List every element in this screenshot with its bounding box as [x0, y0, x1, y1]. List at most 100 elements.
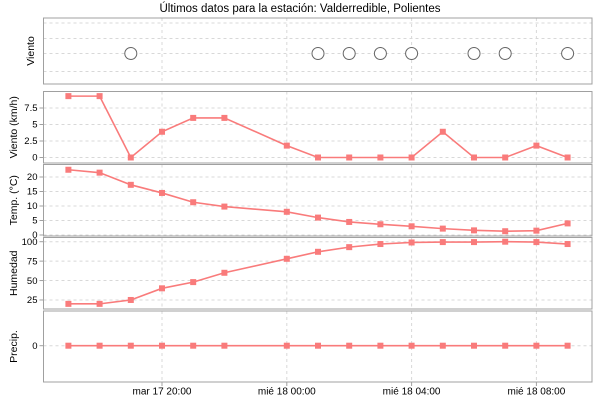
y-axis-label: Viento (km/h) — [8, 96, 20, 158]
data-point-marker — [439, 128, 446, 135]
y-tick-label: 50 — [27, 276, 38, 287]
data-point-marker — [502, 238, 509, 245]
data-point-marker — [283, 255, 290, 262]
wind-calm-circle — [498, 47, 512, 60]
data-point-marker — [408, 223, 415, 230]
data-point-marker — [190, 114, 197, 121]
data-point-marker — [377, 342, 384, 349]
panel-frame — [43, 17, 593, 85]
data-point-marker — [159, 342, 165, 349]
y-tick-label: 75 — [27, 256, 38, 267]
y-tick-label: 15 — [27, 187, 38, 198]
panel-frame — [43, 237, 593, 310]
x-tick-label: mar 17 20:00 — [133, 387, 192, 398]
data-point-marker — [315, 154, 321, 161]
data-point-marker — [127, 342, 134, 349]
wind-calm-circle — [342, 47, 356, 60]
data-point-marker — [533, 239, 540, 246]
data-point-marker — [502, 342, 509, 349]
data-point-marker — [127, 296, 134, 303]
data-point-marker — [65, 93, 72, 100]
wind-calm-circle — [467, 47, 481, 60]
chart-title: Últimos datos para la estación: Valderre… — [159, 2, 440, 15]
data-point-marker — [502, 154, 509, 161]
data-point-marker — [190, 279, 197, 286]
y-axis-label: Temp. (°C) — [8, 175, 20, 225]
y-tick-label: 20 — [27, 172, 38, 183]
y-tick-label: 2.5 — [24, 136, 37, 147]
wind-calm-circle — [561, 47, 575, 60]
data-point-marker — [190, 342, 197, 349]
wind-calm-circle — [373, 47, 387, 60]
data-point-marker — [471, 239, 477, 246]
data-point-marker — [377, 241, 384, 248]
data-point-marker — [190, 199, 197, 206]
data-point-marker — [377, 154, 384, 161]
data-point-marker — [439, 225, 446, 232]
y-tick-label: 5 — [32, 120, 37, 131]
data-point-marker — [65, 342, 72, 349]
data-point-marker — [471, 154, 477, 161]
data-point-marker — [471, 227, 477, 234]
data-point-marker — [408, 342, 415, 349]
data-point-marker — [221, 114, 228, 121]
data-point-marker — [283, 342, 290, 349]
panel-frame — [43, 310, 593, 383]
data-point-marker — [221, 269, 228, 276]
y-tick-label: 0 — [32, 230, 37, 241]
data-point-marker — [315, 342, 321, 349]
data-point-marker — [283, 208, 290, 215]
data-point-marker — [96, 300, 103, 307]
data-point-marker — [96, 93, 103, 100]
data-point-marker — [471, 342, 477, 349]
data-point-marker — [159, 285, 165, 292]
data-point-marker — [408, 154, 415, 161]
data-point-marker — [159, 189, 165, 196]
series-line — [68, 168, 568, 233]
data-point-marker — [564, 342, 571, 349]
data-point-marker — [315, 214, 321, 221]
data-point-marker — [65, 166, 72, 173]
series-line — [68, 240, 568, 305]
y-tick-label: 25 — [27, 295, 38, 306]
panel-Viento: Viento — [25, 17, 593, 85]
y-axis-label: Viento — [25, 36, 37, 66]
data-point-marker — [221, 203, 228, 210]
x-tick-label: mié 18 00:00 — [258, 387, 316, 398]
data-point-marker — [346, 154, 353, 161]
y-tick-label: 7.5 — [24, 103, 37, 114]
data-point-marker — [127, 154, 134, 161]
panel-frame — [43, 164, 593, 237]
data-point-marker — [221, 342, 228, 349]
data-point-marker — [159, 128, 165, 135]
wind-calm-circle — [405, 47, 419, 60]
y-tick-label: 100 — [22, 237, 38, 248]
data-point-marker — [346, 342, 353, 349]
data-point-marker — [564, 241, 571, 248]
data-point-marker — [439, 342, 446, 349]
data-point-marker — [533, 142, 540, 149]
x-tick-label: mié 18 04:00 — [383, 387, 441, 398]
panel-frame — [43, 91, 593, 164]
data-point-marker — [533, 227, 540, 234]
x-tick-label: mié 18 08:00 — [507, 387, 565, 398]
y-tick-label: 10 — [27, 201, 38, 212]
y-axis-label: Precip. — [8, 330, 20, 363]
wind-calm-circle — [124, 47, 138, 60]
data-point-marker — [346, 244, 353, 251]
y-tick-label: 0 — [32, 341, 37, 352]
y-axis-label: Humedad — [8, 250, 20, 296]
data-point-marker — [564, 154, 571, 161]
y-tick-label: 0 — [32, 153, 37, 164]
data-point-marker — [96, 169, 103, 176]
data-point-marker — [65, 300, 72, 307]
series-line — [68, 95, 568, 159]
data-point-marker — [315, 248, 321, 255]
data-point-marker — [408, 239, 415, 246]
panel-Precip.: 0 Precip. — [8, 310, 593, 383]
data-point-marker — [346, 218, 353, 225]
data-point-marker — [127, 181, 134, 188]
